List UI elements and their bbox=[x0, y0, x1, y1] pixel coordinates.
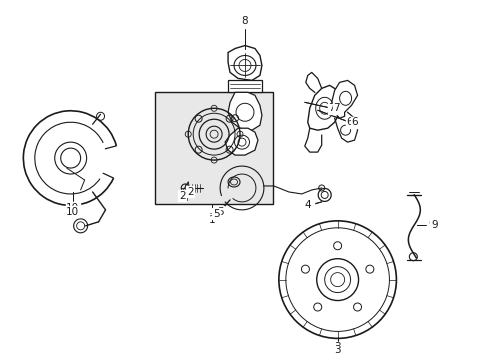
Polygon shape bbox=[227, 80, 262, 92]
Text: 8: 8 bbox=[241, 15, 248, 26]
Text: 5: 5 bbox=[216, 207, 223, 217]
Text: 7: 7 bbox=[333, 103, 339, 113]
Text: 3: 3 bbox=[334, 345, 340, 355]
Text: 9: 9 bbox=[427, 220, 434, 230]
Text: 6: 6 bbox=[346, 117, 352, 127]
Polygon shape bbox=[227, 45, 262, 80]
Text: 10: 10 bbox=[66, 203, 79, 213]
Polygon shape bbox=[307, 85, 341, 130]
Text: 4: 4 bbox=[304, 200, 310, 210]
Text: 5: 5 bbox=[212, 209, 219, 219]
Text: 1: 1 bbox=[208, 215, 215, 225]
Polygon shape bbox=[224, 128, 258, 155]
Text: 10: 10 bbox=[66, 207, 79, 217]
Text: 8: 8 bbox=[241, 18, 248, 28]
Polygon shape bbox=[331, 80, 357, 118]
Text: 1: 1 bbox=[208, 213, 215, 223]
Text: 4: 4 bbox=[306, 200, 312, 210]
Text: 7: 7 bbox=[327, 103, 334, 113]
Polygon shape bbox=[227, 92, 262, 130]
Text: 9: 9 bbox=[430, 220, 437, 230]
Text: 2: 2 bbox=[179, 191, 185, 201]
Bar bbox=[155, 92, 272, 204]
Text: 6: 6 bbox=[350, 117, 357, 127]
Text: 3: 3 bbox=[334, 342, 340, 352]
Text: 2: 2 bbox=[186, 187, 193, 197]
